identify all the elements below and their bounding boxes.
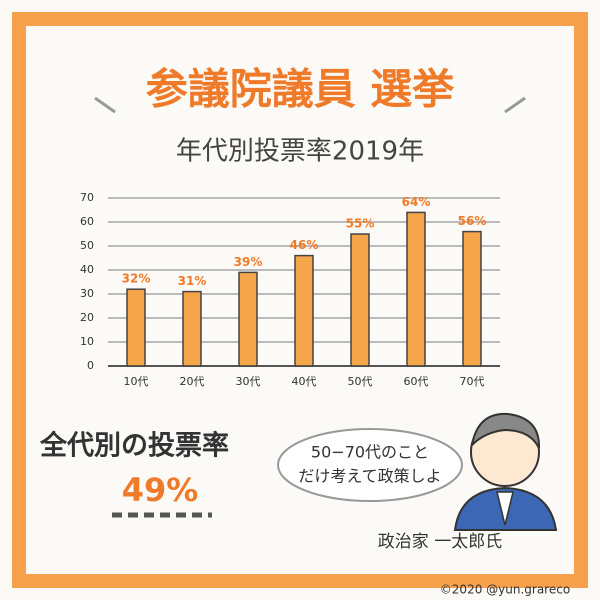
- value-label: 64%: [402, 195, 431, 209]
- y-tick-label: 0: [87, 359, 94, 372]
- x-tick-label: 20代: [180, 375, 205, 388]
- y-tick-label: 20: [80, 311, 94, 324]
- bar: [462, 230, 482, 367]
- politician-illustration: [453, 412, 558, 531]
- chart-subtitle: 年代別投票率2019年: [176, 137, 424, 167]
- x-tick-label: 70代: [460, 375, 485, 388]
- value-label: 46%: [290, 238, 319, 252]
- y-tick-label: 50: [80, 239, 94, 252]
- y-tick-label: 10: [80, 335, 94, 348]
- speech-text: 50−70代のこと: [311, 443, 429, 462]
- bar: [126, 288, 146, 367]
- value-label: 55%: [346, 217, 375, 231]
- bar: [406, 211, 426, 367]
- value-label: 56%: [458, 214, 487, 228]
- chart-title: 参議院議員 選挙: [146, 65, 456, 114]
- speech-bubble: [277, 428, 463, 502]
- overall-rate: 49%: [122, 471, 199, 509]
- decoration: [504, 96, 526, 114]
- decoration: [94, 96, 116, 114]
- y-tick-label: 40: [80, 263, 94, 276]
- bar: [238, 271, 258, 367]
- x-tick-label: 60代: [404, 375, 429, 388]
- speaker: 政治家 一太郎氏: [378, 532, 502, 552]
- y-tick-label: 70: [80, 191, 94, 204]
- x-tick-label: 10代: [124, 375, 149, 388]
- bar: [182, 290, 202, 367]
- x-tick-label: 30代: [236, 375, 261, 388]
- value-label: 31%: [178, 274, 207, 288]
- bar: [294, 254, 314, 367]
- speech-text: だけ考えて政策しよ: [298, 467, 441, 486]
- value-label: 32%: [122, 272, 151, 286]
- y-tick-label: 60: [80, 215, 94, 228]
- credit: ©2020 @yun.grareco: [440, 583, 570, 597]
- x-tick-label: 50代: [348, 375, 373, 388]
- y-tick-label: 30: [80, 287, 94, 300]
- frame: [12, 12, 588, 588]
- x-tick-label: 40代: [292, 375, 317, 388]
- bar: [350, 233, 370, 367]
- value-label: 39%: [234, 255, 263, 269]
- overall-label: 全代別の投票率: [39, 430, 229, 462]
